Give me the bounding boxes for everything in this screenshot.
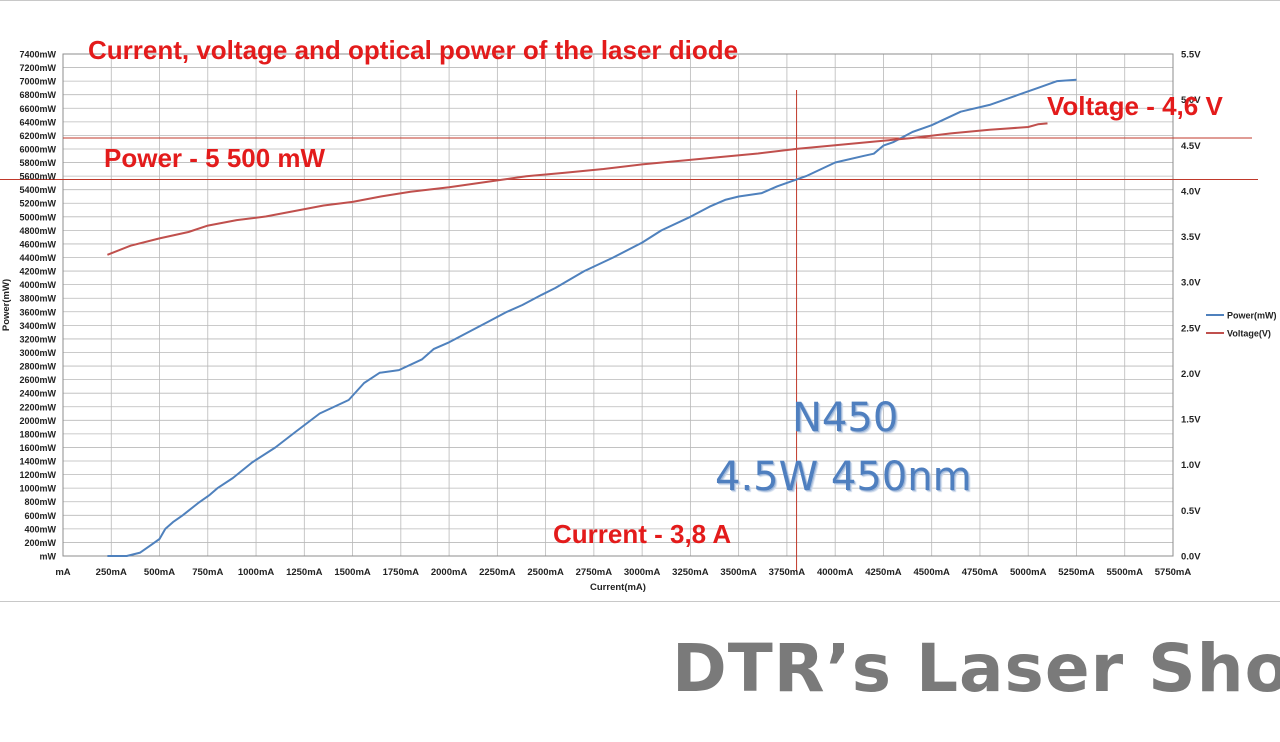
y-tick-label: 6800mW: [19, 90, 56, 100]
spec-label: 4.5W 450nm: [715, 454, 972, 500]
y-tick-label: 5400mW: [19, 185, 56, 195]
y2-tick-label: 4.5V: [1181, 141, 1201, 152]
x-tick-label: 4250mA: [865, 567, 902, 578]
x-tick-label: 4750mA: [962, 567, 999, 578]
x-tick-label: 1000mA: [238, 567, 275, 578]
voltage-annotation: Voltage - 4,6 V: [1047, 91, 1223, 121]
x-tick-label: 250mA: [96, 567, 127, 578]
y-tick-label: 3200mW: [19, 334, 56, 344]
x-tick-label: 3750mA: [769, 567, 806, 578]
y-tick-label: 1400mW: [19, 457, 56, 467]
x-tick-label: 1750mA: [383, 567, 420, 578]
current-annotation: Current - 3,8 A: [553, 519, 732, 549]
y2-tick-label: 2.5V: [1181, 323, 1201, 334]
x-tick-label: 5750mA: [1155, 567, 1192, 578]
y-tick-label: 1200mW: [19, 470, 56, 480]
y-tick-label: 1800mW: [19, 429, 56, 439]
y-tick-label: 5800mW: [19, 158, 56, 168]
x-tick-label: 3250mA: [672, 567, 709, 578]
y-tick-label: 2400mW: [19, 389, 56, 399]
chart-title: Current, voltage and optical power of th…: [88, 35, 739, 65]
y-tick-label: 7400mW: [19, 50, 56, 60]
y-tick-label: mW: [40, 552, 57, 562]
y-axis-label: Power(mW): [1, 279, 12, 331]
y-tick-label: 6400mW: [19, 117, 56, 127]
y2-tick-label: 5.0V: [1181, 95, 1201, 106]
plot-border: [62, 53, 1174, 557]
y-tick-label: 4400mW: [19, 253, 56, 263]
y-tick-label: 400mW: [24, 524, 56, 534]
y-tick-label: 4600mW: [19, 239, 56, 249]
x-tick-label: 2000mA: [431, 567, 468, 578]
brand-logo: DTR’s Laser Shop: [672, 630, 1280, 707]
y-tick-label: 200mW: [24, 538, 56, 548]
y-tick-label: 5200mW: [19, 199, 56, 209]
bottom-frame-line: [0, 601, 1280, 602]
y-tick-label: 4800mW: [19, 226, 56, 236]
y-tick-label: 6000mW: [19, 144, 56, 154]
y2-tick-label: 1.5V: [1181, 415, 1201, 426]
y-tick-label: 2600mW: [19, 375, 56, 385]
y2-tick-label: 3.5V: [1181, 232, 1201, 243]
y2-tick-label: 2.0V: [1181, 369, 1201, 380]
x-tick-label: 5500mA: [1107, 567, 1144, 578]
y-tick-label: 3400mW: [19, 321, 56, 331]
x-tick-label: 500mA: [144, 567, 175, 578]
x-tick-label: mA: [55, 567, 70, 578]
x-tick-label: 5250mA: [1058, 567, 1095, 578]
y-tick-label: 5600mW: [19, 172, 56, 182]
y-tick-label: 3000mW: [19, 348, 56, 358]
x-tick-label: 1500mA: [334, 567, 371, 578]
y-tick-label: 1000mW: [19, 484, 56, 494]
y-tick-label: 4000mW: [19, 280, 56, 290]
y-tick-label: 2000mW: [19, 416, 56, 426]
x-tick-label: 4000mA: [817, 567, 854, 578]
y-tick-label: 2800mW: [19, 362, 56, 372]
y2-tick-label: 4.0V: [1181, 186, 1201, 197]
y2-tick-label: 0.0V: [1181, 552, 1201, 563]
y-tick-label: 6200mW: [19, 131, 56, 141]
x-axis-label: Current(mA): [590, 582, 646, 593]
legend-label: Power(mW): [1227, 311, 1277, 321]
model-label: N450: [792, 395, 899, 441]
x-tick-label: 4500mA: [913, 567, 950, 578]
x-tick-label: 3000mA: [624, 567, 661, 578]
x-tick-label: 1250mA: [286, 567, 323, 578]
power-series-line: [107, 78, 1077, 557]
y-tick-label: 6600mW: [19, 104, 56, 114]
y-tick-label: 3600mW: [19, 307, 56, 317]
x-tick-label: 2250mA: [479, 567, 516, 578]
power-annotation: Power - 5 500 mW: [104, 143, 326, 173]
x-tick-label: 5000mA: [1010, 567, 1047, 578]
y2-tick-label: 1.0V: [1181, 460, 1201, 471]
voltage-series-line: [107, 122, 1048, 256]
y-tick-label: 600mW: [24, 511, 56, 521]
y-tick-label: 7200mW: [19, 63, 56, 73]
y-tick-label: 1600mW: [19, 443, 56, 453]
legend-label: Voltage(V): [1227, 329, 1271, 339]
y-tick-label: 5000mW: [19, 212, 56, 222]
y2-tick-label: 0.5V: [1181, 506, 1201, 517]
y2-tick-label: 5.5V: [1181, 50, 1201, 61]
y-tick-label: 4200mW: [19, 267, 56, 277]
y-tick-label: 2200mW: [19, 402, 56, 412]
y2-tick-label: 3.0V: [1181, 278, 1201, 289]
x-tick-label: 2500mA: [527, 567, 564, 578]
x-tick-label: 750mA: [192, 567, 223, 578]
y-tick-label: 3800mW: [19, 294, 56, 304]
y-tick-label: 800mW: [24, 497, 56, 507]
x-tick-label: 3500mA: [720, 567, 757, 578]
y-tick-label: 7000mW: [19, 77, 56, 87]
x-tick-label: 2750mA: [576, 567, 613, 578]
top-frame-line: [0, 0, 1280, 1]
